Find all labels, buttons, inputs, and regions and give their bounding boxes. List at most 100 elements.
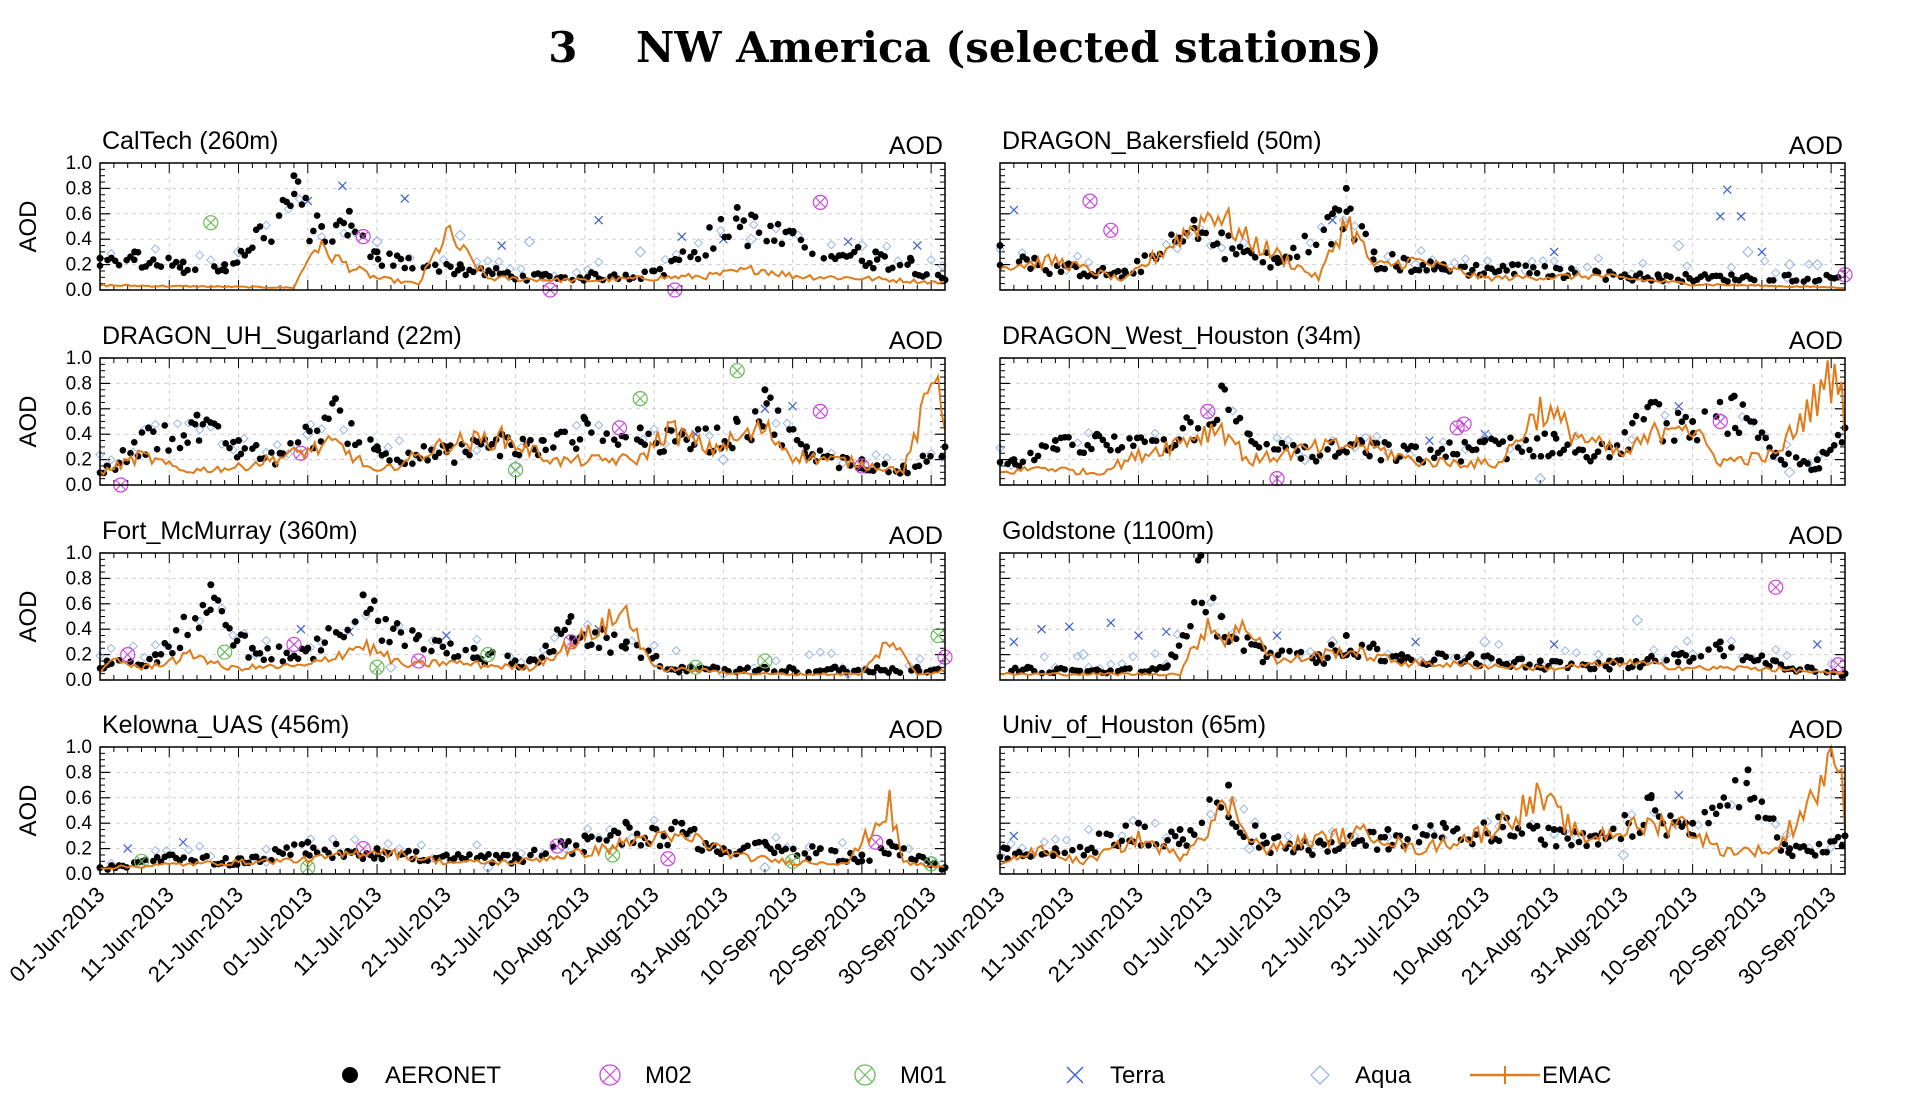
aqua-point [272, 440, 282, 450]
aqua-point [139, 652, 149, 662]
aeronet-point [1046, 270, 1053, 278]
aqua-point [494, 256, 504, 267]
aeronet-point [1030, 456, 1038, 464]
aeronet-point [477, 655, 485, 663]
aeronet-point [1647, 794, 1655, 802]
aeronet-point [1148, 437, 1156, 445]
aeronet-point [294, 439, 302, 446]
aeronet-point [268, 449, 275, 456]
aeronet-point [1171, 832, 1179, 840]
aeronet-point [191, 421, 199, 428]
aeronet-point [1362, 230, 1370, 238]
aeronet-point [650, 267, 658, 275]
aeronet-point [698, 847, 706, 854]
aeronet-point [767, 394, 774, 401]
aeronet-point [367, 605, 374, 613]
aeronet-point [1190, 599, 1198, 606]
aeronet-point [1373, 645, 1381, 653]
aeronet-point [694, 255, 702, 263]
aeronet-point [546, 273, 553, 280]
series-aeronet [996, 766, 1849, 862]
aeronet-point [761, 386, 769, 394]
terra-point [912, 241, 922, 250]
aeronet-point [1190, 831, 1198, 839]
aeronet-point [561, 428, 569, 436]
aeronet-point [241, 445, 249, 452]
aeronet-point [378, 262, 386, 269]
aeronet-point [199, 421, 207, 428]
aeronet-point [637, 842, 645, 849]
aeronet-point [1550, 826, 1558, 834]
aqua-point [195, 250, 205, 261]
aeronet-point [276, 449, 284, 457]
aqua-point [704, 430, 715, 441]
aeronet-point [1697, 652, 1705, 660]
aeronet-point [1251, 254, 1259, 261]
aqua-point [1061, 835, 1072, 845]
aeronet-point [1003, 845, 1011, 853]
aeronet-point [275, 643, 283, 651]
aeronet-point [1754, 434, 1762, 442]
aqua-point [1217, 243, 1227, 253]
aqua-point [649, 640, 659, 650]
aeronet-point [1739, 401, 1747, 408]
aeronet-point [386, 457, 393, 464]
aqua-point [206, 255, 216, 265]
aeronet-point [1027, 449, 1034, 457]
terra-point [1736, 211, 1746, 221]
terra-point [1009, 831, 1019, 841]
panel-corner-label: AOD [889, 327, 943, 355]
aeronet-point [870, 264, 877, 272]
series-emac [999, 617, 1846, 677]
panel-5: Fort_McMurray (360m) AOD 1.0 0.8 0.6 0.4 0.2 0.… [15, 517, 953, 691]
aeronet-point [313, 635, 321, 642]
series-terra [1009, 185, 1767, 257]
aeronet-point [858, 257, 866, 265]
aeronet-point [1335, 206, 1343, 214]
aeronet-point [542, 446, 550, 454]
aeronet-point [1263, 839, 1270, 847]
aeronet-point [245, 654, 252, 661]
aeronet-point [130, 438, 138, 446]
aeronet-point [443, 649, 450, 657]
aeronet-point [1530, 452, 1537, 460]
aeronet-point [180, 854, 188, 861]
aeronet-point [355, 439, 363, 446]
aeronet-point [302, 194, 310, 202]
aeronet-point [744, 242, 751, 250]
aeronet-point [1550, 430, 1558, 438]
aeronet-point [1274, 833, 1282, 840]
aeronet-point [1834, 431, 1842, 439]
aqua-point [745, 233, 757, 245]
aeronet-point [1236, 243, 1244, 251]
aqua-point [128, 641, 138, 651]
aeronet-point [1461, 438, 1469, 446]
aeronet-point [525, 657, 533, 665]
m01-point [729, 363, 745, 379]
aeronet-point [1027, 265, 1034, 272]
aeronet-point [1398, 651, 1406, 659]
aqua-point [782, 418, 792, 428]
aqua-point [871, 450, 881, 460]
m02-point [1830, 657, 1846, 673]
aeronet-point [306, 427, 313, 435]
aeronet-point [1705, 819, 1712, 827]
panel-1: CalTech (260m) AOD 1.0 0.8 0.6 0.4 0.2 0.0 AOD [15, 127, 949, 301]
aeronet-point [515, 451, 523, 459]
aeronet-point [169, 435, 176, 443]
aeronet-point [1827, 446, 1834, 454]
series-aqua-terra-dense [106, 815, 947, 869]
aeronet-point [367, 436, 374, 443]
aqua-point [1760, 256, 1770, 266]
y-tick-label: 0.6 [66, 399, 92, 420]
aqua-point [1682, 636, 1692, 646]
aeronet-point [1293, 253, 1301, 261]
aeronet-point [1530, 263, 1537, 271]
aqua-point [523, 236, 536, 248]
aeronet-point [1590, 665, 1598, 673]
aeronet-point [1061, 666, 1069, 673]
aeronet-point [713, 424, 721, 431]
aqua-point [416, 840, 427, 850]
aeronet-point [1088, 844, 1095, 852]
aeronet-point [1225, 232, 1232, 239]
